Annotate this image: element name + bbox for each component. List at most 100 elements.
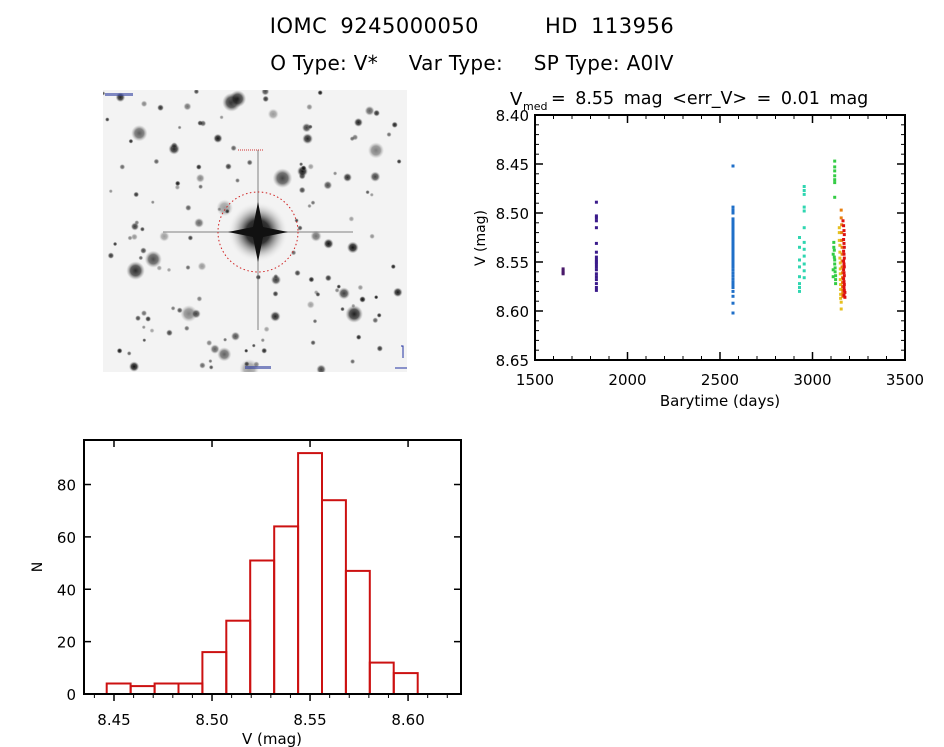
data-point-set4 [802, 254, 806, 258]
y-tick-label: 60 [57, 529, 76, 547]
data-point-set3 [731, 283, 735, 286]
field-star [251, 343, 256, 348]
field-star [267, 108, 279, 120]
data-point-set2 [594, 200, 598, 204]
field-star [369, 192, 374, 197]
data-point-set8 [842, 265, 846, 269]
x-tick-label: 2500 [701, 371, 739, 389]
data-point-set5 [833, 159, 837, 163]
field-star [374, 295, 379, 300]
data-point-set5 [832, 255, 836, 259]
histogram-bar [321, 499, 347, 696]
field-star [393, 287, 403, 298]
light-curve-title-rest: = 8.55 mag <err_V> = 0.01 mag [551, 89, 868, 109]
field-star [108, 189, 113, 194]
field-star [184, 325, 190, 332]
data-point-set2 [594, 275, 598, 279]
data-point-set4 [802, 209, 806, 213]
field-star [208, 364, 214, 370]
field-star [140, 247, 147, 254]
field-star [219, 115, 224, 120]
field-star [306, 103, 313, 111]
data-point-set5 [831, 252, 835, 256]
field-star [307, 163, 314, 170]
field-star [315, 291, 321, 297]
x-tick-label: 3000 [793, 371, 831, 389]
histogram-bar [273, 525, 300, 696]
field-star [353, 117, 363, 127]
data-point-set3 [731, 229, 735, 233]
data-point-set3 [731, 248, 735, 252]
data-point-set4 [802, 240, 806, 244]
field-star [195, 164, 202, 170]
field-star [194, 217, 204, 228]
histogram-ylabel: N [30, 562, 46, 572]
data-point-set8 [842, 274, 846, 278]
light-curve-title-v: V [510, 89, 523, 110]
data-point-set6 [839, 287, 843, 291]
field-star [128, 138, 134, 144]
data-point-set3 [731, 227, 735, 231]
data-point-set3 [731, 280, 735, 284]
field-star [159, 231, 170, 242]
data-point-set3 [731, 274, 735, 278]
data-point-set4 [802, 247, 806, 251]
light-curve-chart: V med = 8.55 mag <err_V> = 0.01 mag 1500… [473, 89, 924, 410]
data-point-set2 [594, 219, 598, 223]
data-point-set6 [837, 231, 841, 235]
data-point-set3 [731, 164, 735, 168]
histogram-bar [225, 619, 252, 696]
data-point-set7 [840, 223, 844, 227]
data-point-set8 [842, 268, 846, 272]
data-point-set8 [842, 293, 846, 297]
field-star [213, 133, 223, 143]
y-tick-label: 20 [57, 634, 76, 652]
data-point-set5 [833, 266, 837, 270]
x-tick-label: 8.60 [391, 711, 424, 729]
data-point-set6 [839, 300, 843, 304]
field-star [149, 328, 155, 334]
field-star [126, 261, 145, 280]
data-point-set8 [841, 219, 845, 223]
field-star [310, 340, 316, 346]
field-star [139, 226, 145, 232]
object-type: O Type: V* [270, 51, 379, 75]
field-star [386, 131, 392, 138]
chart-title-ids: IOMC 9245000050 HD 113956 [0, 14, 944, 38]
field-star [116, 347, 123, 354]
field-star [180, 305, 198, 323]
field-star [176, 307, 183, 314]
data-point-set3 [731, 223, 735, 227]
data-point-set5 [833, 258, 837, 262]
data-point-set8 [842, 249, 846, 253]
field-star [297, 225, 303, 231]
field-star [336, 284, 342, 289]
field-star [263, 326, 270, 333]
data-point-set7 [840, 231, 844, 235]
field-star [199, 362, 206, 369]
data-point-set3 [731, 235, 735, 238]
data-point-set4 [798, 236, 801, 239]
data-point-set8 [842, 271, 846, 275]
data-point-set2 [594, 255, 598, 259]
data-point-set8 [842, 262, 846, 266]
field-star [372, 317, 379, 324]
y-tick-label: 80 [57, 477, 76, 495]
data-point-set3 [731, 208, 735, 212]
data-point-set5 [831, 268, 835, 272]
field-star [355, 334, 362, 340]
data-point-set2 [594, 214, 598, 218]
data-point-set5 [832, 245, 836, 249]
data-point-set7 [840, 252, 844, 256]
field-stars [103, 90, 403, 372]
field-star [170, 305, 176, 311]
field-star [244, 348, 249, 353]
data-point-set3 [731, 289, 735, 293]
field-star [396, 159, 402, 164]
field-star [294, 269, 301, 277]
y-tick-label: 8.55 [496, 254, 529, 272]
data-point-set2 [594, 268, 598, 272]
data-point-set8 [843, 295, 847, 299]
field-star [343, 172, 352, 182]
data-point-set6 [839, 292, 843, 296]
